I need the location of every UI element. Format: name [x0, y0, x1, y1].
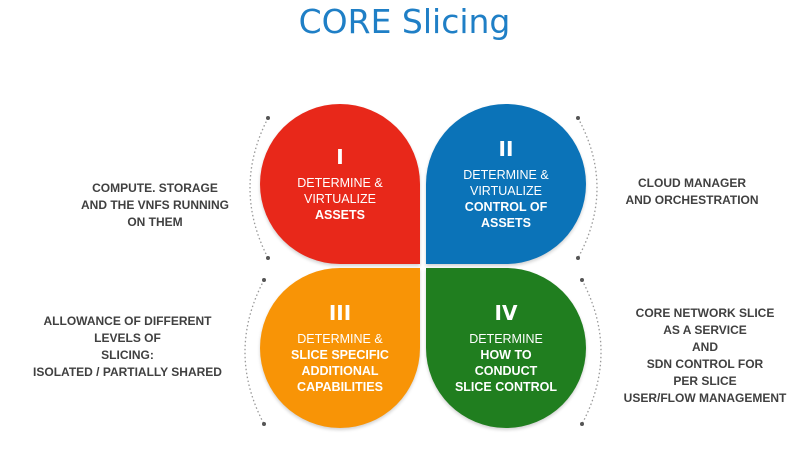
- side-label-line: ON THEM: [127, 215, 183, 229]
- quadrant-text: VIRTUALIZE: [469, 184, 542, 198]
- side-label-line: ISOLATED / PARTIALLY SHARED: [33, 365, 222, 379]
- side-label-line: CLOUD MANAGER: [638, 176, 746, 190]
- side-label-line: SDN CONTROL FOR: [646, 357, 764, 371]
- quadrant-bold-text: SLICE SPECIFIC: [291, 348, 389, 362]
- quadrant-numeral: III: [328, 301, 352, 325]
- quadrant-text: DETERMINE &: [297, 332, 383, 346]
- arc-top-left: [249, 117, 269, 259]
- quadrant-i: I DETERMINE & VIRTUALIZE ASSETS: [260, 104, 420, 264]
- side-label-bottom-left: ALLOWANCE OF DIFFERENT LEVELS OF SLICING…: [20, 313, 235, 381]
- side-label-line: AND ORCHESTRATION: [625, 193, 759, 207]
- arc-bottom-right: [581, 279, 602, 425]
- quadrant-text: DETERMINE: [469, 332, 543, 346]
- side-label-line: CORE NETWORK SLICE: [635, 306, 775, 320]
- arc-dot: [262, 278, 266, 282]
- arc-dot: [576, 256, 580, 260]
- quadrant-text: DETERMINE &: [463, 168, 549, 182]
- side-label-bottom-right: CORE NETWORK SLICE AS A SERVICE AND SDN …: [605, 305, 805, 407]
- side-label-line: AND THE VNFS RUNNING: [80, 198, 229, 212]
- arc-dot: [576, 116, 580, 120]
- side-label-line: COMPUTE. STORAGE: [92, 181, 218, 195]
- quadrant-iii: III DETERMINE & SLICE SPECIFIC ADDITIONA…: [260, 268, 420, 428]
- arc-dot: [580, 422, 584, 426]
- arc-dot: [580, 278, 584, 282]
- quadrant-bold-text: SLICE CONTROL: [454, 380, 558, 394]
- side-label-line: LEVELS OF: [94, 331, 161, 345]
- side-label-line: AND: [692, 340, 718, 354]
- quadrant-bold-text: ADDITIONAL: [301, 364, 379, 378]
- quadrant-ii: II DETERMINE & VIRTUALIZE CONTROL OF ASS…: [426, 104, 586, 264]
- side-label-line: SLICING:: [101, 348, 154, 362]
- arc-dot: [266, 116, 270, 120]
- side-label-line: USER/FLOW MANAGEMENT: [623, 391, 787, 405]
- quadrant-numeral: II: [498, 137, 514, 161]
- quadrant-bold-text: HOW TO: [480, 348, 532, 362]
- quadrant-bold-text: CONDUCT: [474, 364, 538, 378]
- side-label-line: AS A SERVICE: [663, 323, 747, 337]
- quadrant-bold-text: ASSETS: [480, 216, 531, 230]
- quadrant-text: DETERMINE &: [297, 176, 383, 190]
- side-label-top-left: COMPUTE. STORAGE AND THE VNFS RUNNING ON…: [70, 180, 240, 231]
- quadrant-bold-text: ASSETS: [314, 208, 365, 222]
- arc-top-right: [577, 117, 598, 259]
- side-label-line: PER SLICE: [673, 374, 737, 388]
- quadrant-bold-text: CAPABILITIES: [297, 380, 383, 394]
- quadrant-iv: IV DETERMINE HOW TO CONDUCT SLICE CONTRO…: [426, 268, 586, 428]
- arc-dot: [262, 422, 266, 426]
- side-label-top-right: CLOUD MANAGER AND ORCHESTRATION: [612, 175, 772, 209]
- arc-bottom-left: [244, 279, 265, 425]
- arc-dot: [266, 256, 270, 260]
- quadrant-bold-text: CONTROL OF: [464, 200, 548, 214]
- side-label-line: ALLOWANCE OF DIFFERENT: [43, 314, 212, 328]
- page-title: CORE Slicing: [298, 2, 511, 41]
- quadrant-numeral: I: [336, 145, 344, 169]
- quadrant-text: VIRTUALIZE: [303, 192, 376, 206]
- quadrant-numeral: IV: [494, 301, 518, 325]
